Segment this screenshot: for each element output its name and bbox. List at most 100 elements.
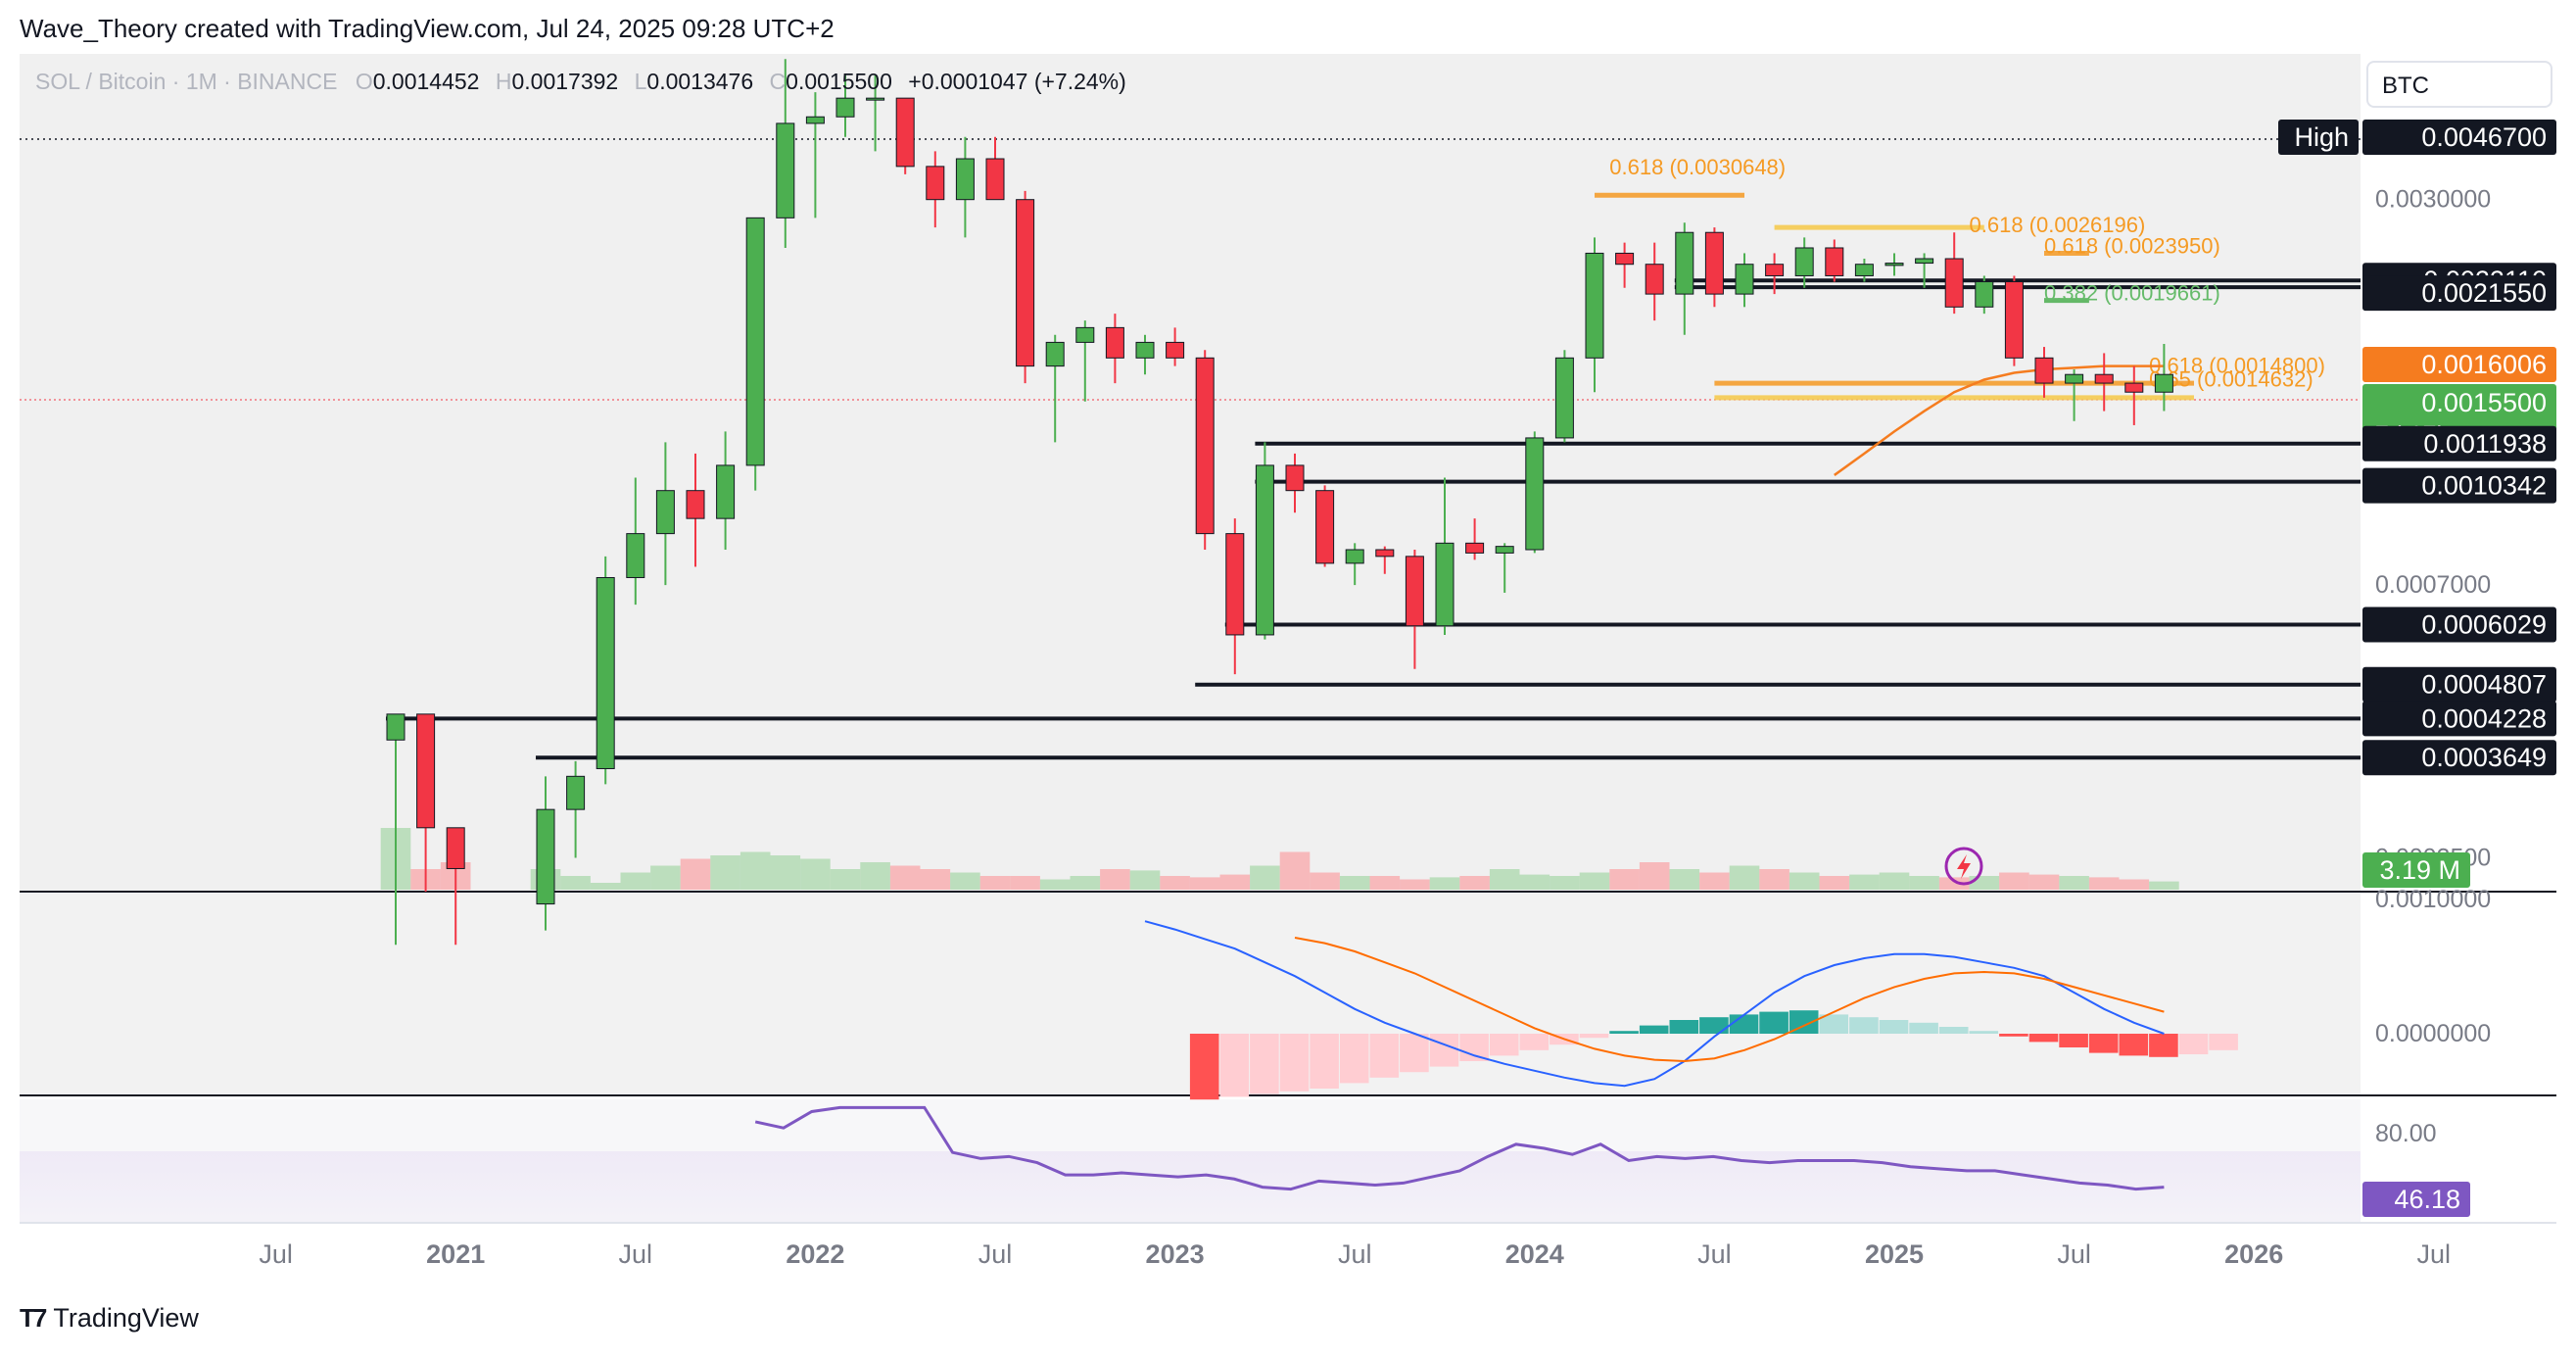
candle-body xyxy=(985,158,1005,201)
axis-tick-label: 0.0000000 xyxy=(2375,1020,2491,1047)
volume-bar xyxy=(1400,879,1430,890)
volume-bar xyxy=(2059,876,2089,890)
last-price-tag: 0.0015500 xyxy=(2421,388,2547,417)
candle-body xyxy=(1915,258,1934,265)
macd-histogram-bar xyxy=(1400,1034,1429,1073)
x-tick-label: Jul xyxy=(1338,1239,1372,1269)
volume-bar xyxy=(889,865,921,890)
volume-bar xyxy=(1759,869,1789,890)
currency-selector[interactable]: BTC xyxy=(2366,61,2552,108)
volume-bar xyxy=(920,869,951,890)
candle-body xyxy=(416,713,436,829)
volume-bar xyxy=(1879,872,1910,890)
volume-bar xyxy=(770,855,801,890)
candle-body xyxy=(2034,357,2054,384)
macd-histogram-bar xyxy=(2209,1034,2238,1050)
close-label: C xyxy=(769,69,787,94)
candle-body xyxy=(1195,357,1215,535)
volume-bar xyxy=(1039,879,1071,890)
rsi-value-tag-bg xyxy=(2362,1182,2470,1217)
symbol-label[interactable]: SOL / Bitcoin · 1M · BINANCE xyxy=(35,69,338,94)
volume-bar xyxy=(710,855,740,890)
chart-credit: Wave_Theory created with TradingView.com… xyxy=(20,14,835,43)
candle-body xyxy=(1495,546,1514,554)
candle-body xyxy=(1735,264,1754,295)
candle-body xyxy=(1675,231,1694,295)
volume-bar xyxy=(1339,876,1370,890)
rsi-band xyxy=(20,1151,2361,1222)
macd-histogram-bar xyxy=(2149,1034,2178,1057)
candle-body xyxy=(745,217,765,466)
candle-body xyxy=(1465,542,1485,554)
rsi-line xyxy=(754,1105,2165,1191)
macd-histogram-bar xyxy=(1189,1034,1219,1100)
macd-histogram-bar xyxy=(1999,1034,2028,1037)
macd-histogram-bar xyxy=(2178,1034,2209,1054)
candle-body xyxy=(2094,373,2114,384)
macd-histogram-bar xyxy=(1819,1014,1849,1034)
volume-bar xyxy=(800,858,831,890)
candle-body xyxy=(1285,464,1305,492)
high-price-tag: 0.0046700 xyxy=(2421,122,2547,152)
macd-line xyxy=(1144,920,2165,1088)
candle-body xyxy=(1045,341,1065,367)
candle-body xyxy=(1765,264,1785,276)
macd-histogram-bar xyxy=(1339,1034,1369,1084)
macd-histogram-bar xyxy=(1879,1020,1909,1034)
candle-body xyxy=(536,808,555,905)
volume-bar xyxy=(1369,876,1401,890)
volume-tag-bg xyxy=(2362,852,2470,888)
candle-body xyxy=(2065,373,2084,384)
x-tick-label: Jul xyxy=(619,1239,653,1269)
volume-bar xyxy=(1938,877,1970,890)
level-tag: 0.0003649 xyxy=(2421,743,2547,772)
volume-bar xyxy=(1550,876,1580,890)
candle-body xyxy=(1525,437,1545,551)
volume-bar xyxy=(1699,872,1730,890)
low-label: L xyxy=(634,69,647,94)
candle-body xyxy=(1255,464,1274,636)
price-pane-bg xyxy=(20,54,2361,892)
volume-bar xyxy=(1849,874,1880,890)
volume-bar xyxy=(1010,876,1040,890)
candle-body xyxy=(1944,258,1964,308)
level-tag-bg xyxy=(2362,425,2556,461)
candle-body xyxy=(1435,542,1455,627)
macd-histogram-bar xyxy=(1909,1022,1938,1034)
candle-body xyxy=(1585,252,1604,359)
volume-bar xyxy=(1100,869,1130,890)
volume-bar xyxy=(950,872,980,890)
volume-bar xyxy=(1969,876,2000,890)
fib-label: 0.618 (0.0030648) xyxy=(1609,155,1786,179)
candle-body xyxy=(1554,357,1574,439)
level-tag: 0.0006029 xyxy=(2421,609,2547,639)
level-tag: 0.0011938 xyxy=(2423,429,2547,459)
macd-histogram-bar xyxy=(1369,1034,1400,1078)
candle-body xyxy=(1135,341,1155,359)
lightning-icon[interactable] xyxy=(1944,847,1983,886)
candle-body xyxy=(776,122,795,218)
candle-body xyxy=(866,97,885,101)
candle-body xyxy=(1375,549,1395,558)
macd-histogram-bar xyxy=(1759,1011,1789,1034)
fib-label: 0.65 (0.0014632) xyxy=(2149,367,2314,392)
candle-body xyxy=(1794,247,1814,276)
level-tag: 0.0004228 xyxy=(2421,704,2547,733)
volume-bar xyxy=(1189,877,1220,890)
level-tag-bg xyxy=(2362,701,2556,737)
volume-bar xyxy=(650,865,681,890)
ohlc-legend: SOL / Bitcoin · 1M · BINANCE O0.0014452 … xyxy=(35,69,1126,95)
volume-bar xyxy=(2028,874,2060,890)
volume-bar xyxy=(1219,874,1251,890)
macd-histogram-bar xyxy=(1969,1031,1999,1034)
high-label: H xyxy=(495,69,512,94)
fib-label: 0.382 (0.0019661) xyxy=(2044,281,2220,306)
x-tick-label: 2026 xyxy=(2224,1239,2283,1269)
macd-histogram-bar xyxy=(1459,1034,1489,1061)
macd-histogram-bar xyxy=(1519,1034,1550,1050)
candle-body xyxy=(1166,341,1185,359)
tradingview-brand[interactable]: T7 TradingView xyxy=(20,1303,199,1334)
candle-body xyxy=(805,116,825,124)
level-tag-bg xyxy=(2362,666,2556,703)
